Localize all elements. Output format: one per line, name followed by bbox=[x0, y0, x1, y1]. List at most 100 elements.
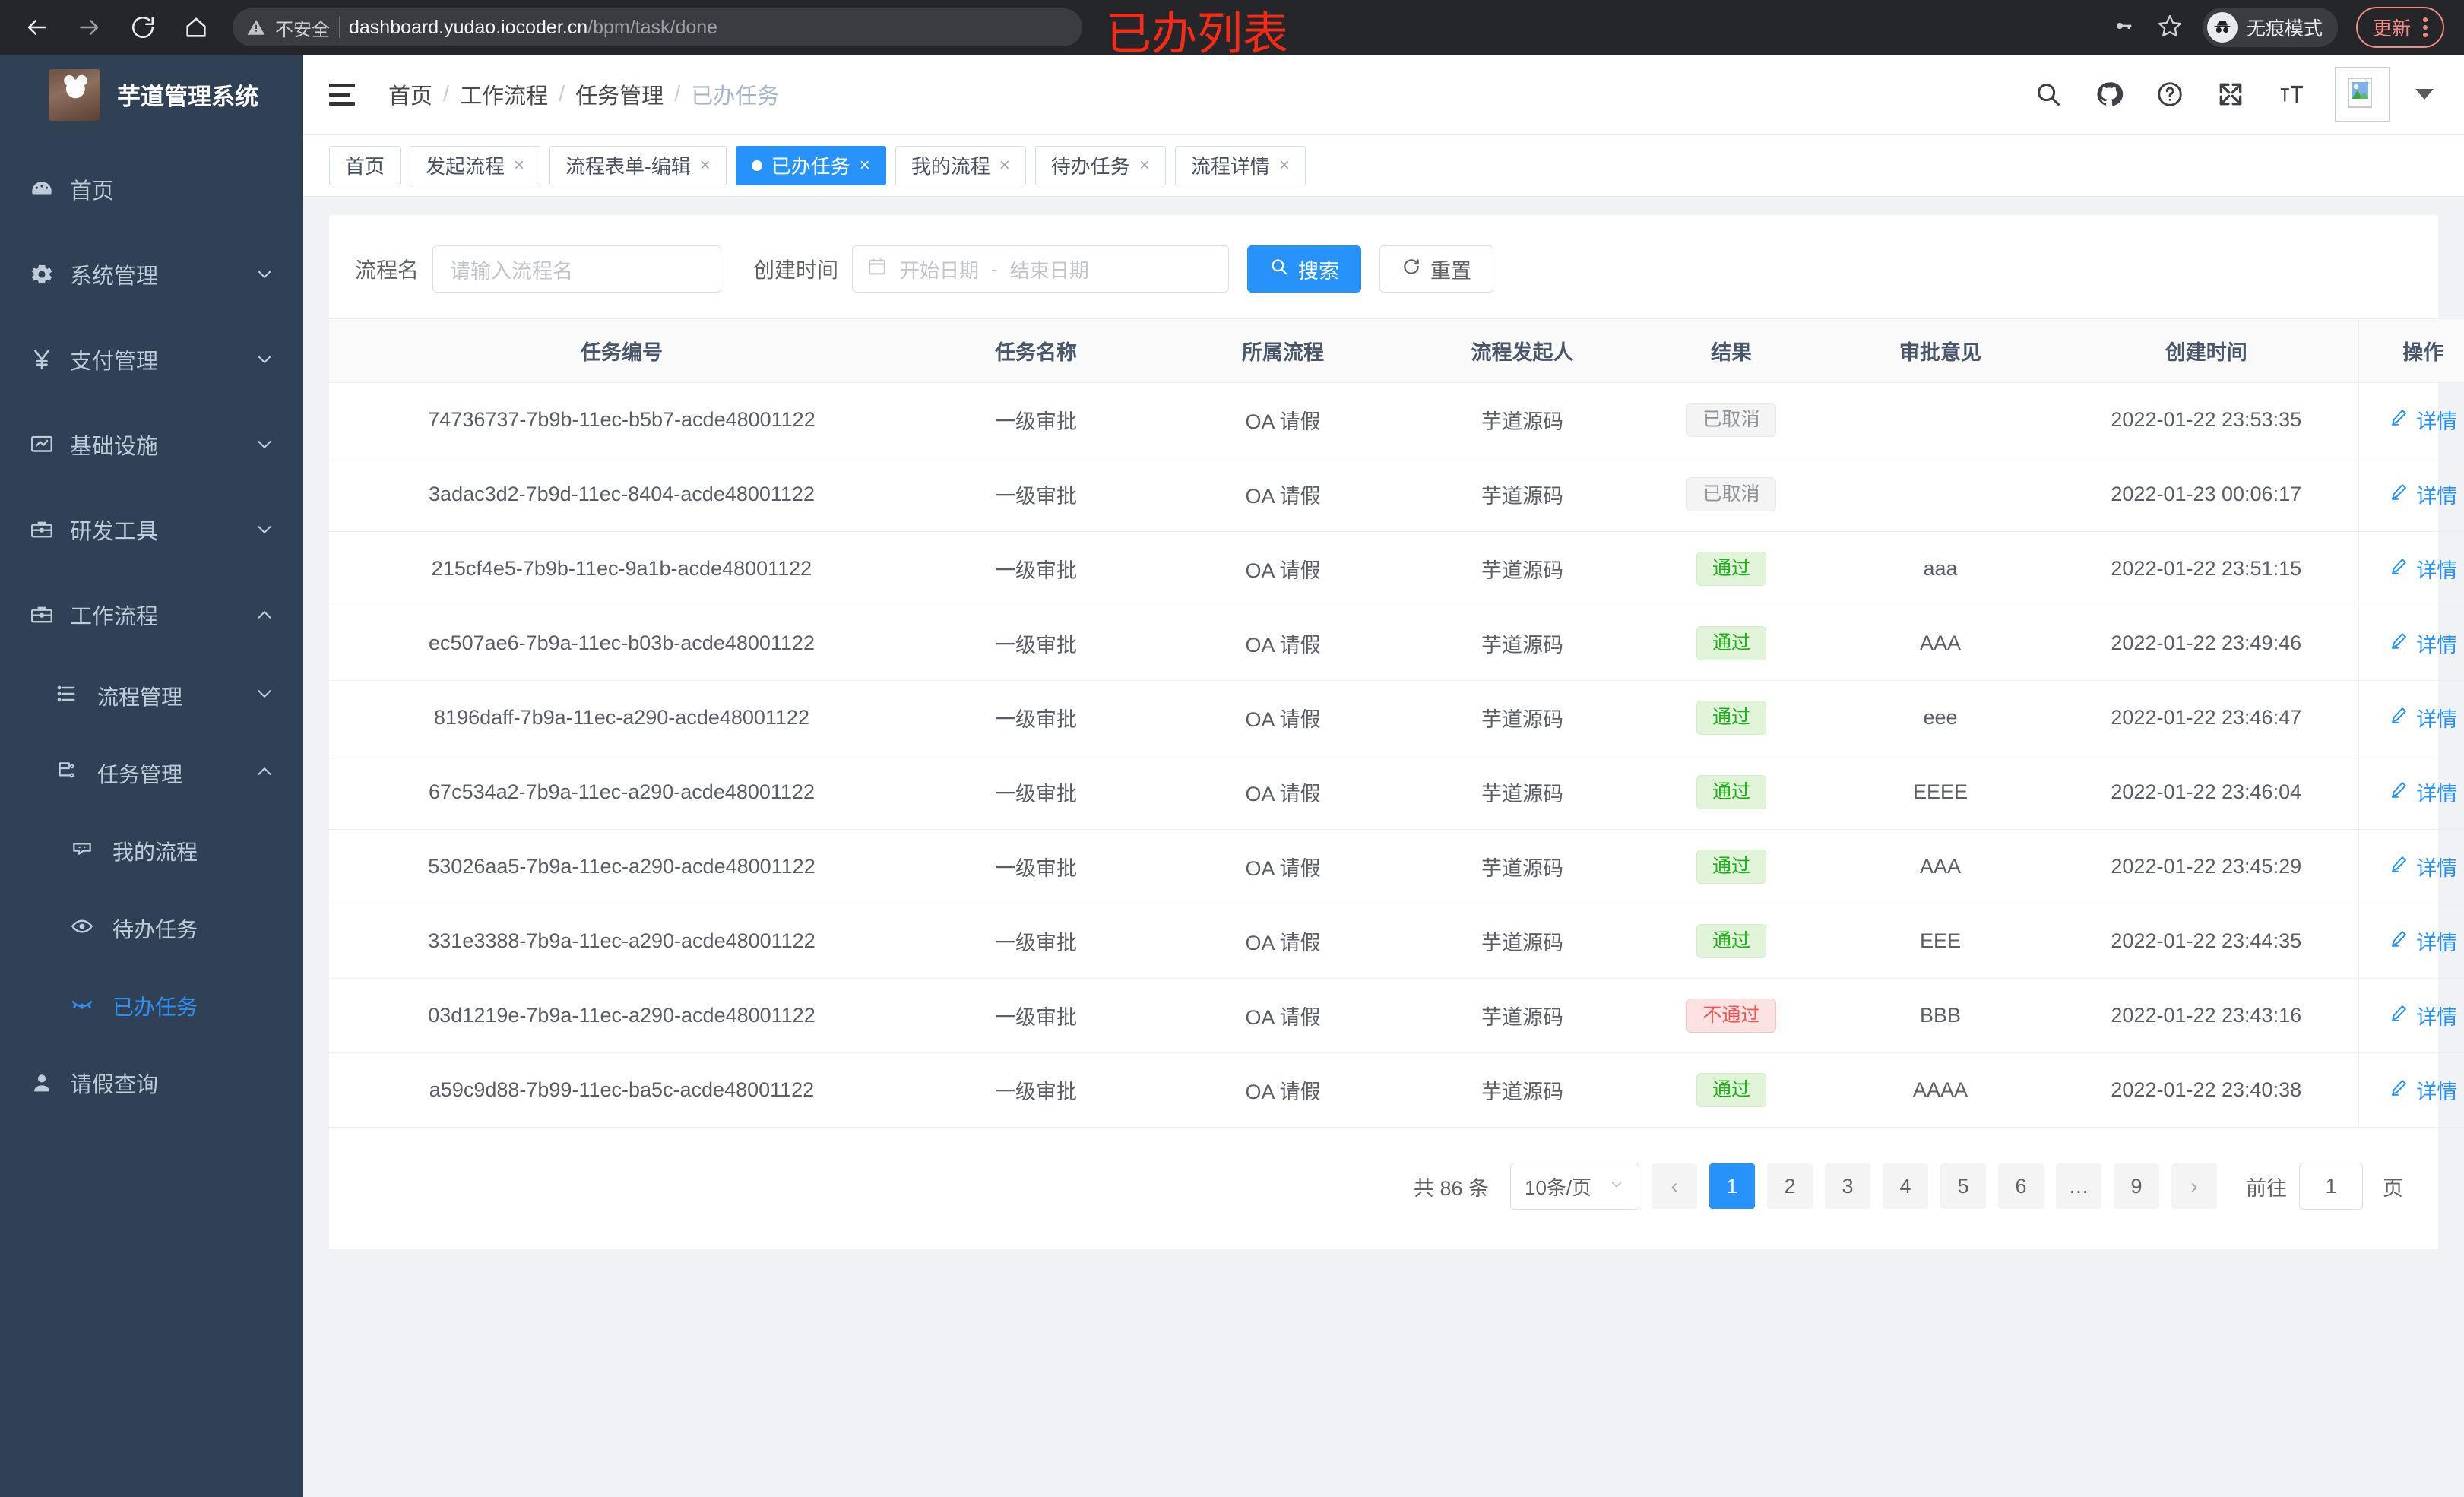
sidebar-item-infrastructure[interactable]: 基础设施 bbox=[0, 402, 303, 487]
sidebar-item-payment[interactable]: 支付管理 bbox=[0, 317, 303, 402]
breadcrumb-item-workflow[interactable]: 工作流程 bbox=[460, 84, 549, 109]
process-name-placeholder: 请输入流程名 bbox=[450, 259, 574, 283]
prev-page-button[interactable]: ‹ bbox=[1652, 1163, 1697, 1209]
tab-home[interactable]: 首页 bbox=[329, 145, 401, 185]
detail-link[interactable]: 详情 bbox=[2389, 1001, 2457, 1030]
close-icon[interactable]: × bbox=[514, 154, 525, 176]
cell-comment: eee bbox=[1826, 680, 2054, 755]
reset-button[interactable]: 重置 bbox=[1379, 245, 1494, 293]
detail-link[interactable]: 详情 bbox=[2389, 628, 2457, 658]
cell-operation: 详情 bbox=[2358, 1052, 2464, 1128]
sidebar-item-label: 任务管理 bbox=[97, 763, 183, 786]
kebab-menu-icon[interactable] bbox=[2417, 17, 2434, 37]
column-operation: 操作 bbox=[2358, 318, 2464, 383]
sidebar-item-task-management[interactable]: 任务管理 bbox=[0, 735, 303, 812]
detail-link[interactable]: 详情 bbox=[2389, 703, 2457, 733]
update-label: 更新 bbox=[2372, 18, 2411, 40]
sidebar-item-devtools[interactable]: 研发工具 bbox=[0, 487, 303, 572]
star-icon bbox=[2157, 13, 2183, 43]
incognito-indicator[interactable]: 无痕模式 bbox=[2202, 8, 2338, 47]
page-size-select[interactable]: 10条/页 bbox=[1510, 1163, 1639, 1210]
address-bar[interactable]: 不安全 dashboard.yudao.iocoder.cn/bpm/task/… bbox=[233, 8, 1082, 46]
fullscreen-icon[interactable] bbox=[2213, 77, 2248, 112]
page-button-4[interactable]: 4 bbox=[1883, 1163, 1928, 1209]
detail-link[interactable]: 详情 bbox=[2389, 1075, 2457, 1105]
goto-page-input[interactable]: 1 bbox=[2299, 1163, 2363, 1210]
search-icon[interactable] bbox=[2031, 77, 2066, 112]
reset-button-label: 重置 bbox=[1430, 259, 1472, 283]
breadcrumb-item-home[interactable]: 首页 bbox=[388, 84, 433, 109]
next-page-button[interactable]: › bbox=[2171, 1163, 2217, 1209]
font-size-icon[interactable] bbox=[2274, 77, 2309, 112]
github-icon[interactable] bbox=[2092, 77, 2127, 112]
sidebar-item-home[interactable]: 首页 bbox=[0, 147, 303, 232]
reload-button[interactable] bbox=[126, 11, 160, 44]
breadcrumb-item-task-management[interactable]: 任务管理 bbox=[575, 84, 664, 109]
status-badge: 通过 bbox=[1696, 924, 1766, 958]
close-icon[interactable]: × bbox=[1278, 154, 1290, 176]
detail-link[interactable]: 详情 bbox=[2389, 852, 2457, 881]
sidebar-item-system[interactable]: 系统管理 bbox=[0, 232, 303, 317]
task-table: 任务编号 任务名称 所属流程 流程发起人 结果 审批意见 创建时间 操作 747… bbox=[329, 318, 2464, 1128]
home-button[interactable] bbox=[179, 11, 213, 44]
cell-result: 通过 bbox=[1636, 755, 1826, 830]
bookmark-button[interactable] bbox=[2151, 8, 2189, 46]
sidebar-item-todo-tasks[interactable]: 待办任务 bbox=[0, 890, 303, 967]
sidebar-item-workflow[interactable]: 工作流程 bbox=[0, 572, 303, 657]
page-button-6[interactable]: 6 bbox=[1998, 1163, 2044, 1209]
page-button-9[interactable]: 9 bbox=[2114, 1163, 2159, 1209]
password-manager-button[interactable] bbox=[2105, 8, 2143, 46]
tab-start-process[interactable]: 发起流程 × bbox=[410, 145, 541, 185]
detail-link[interactable]: 详情 bbox=[2389, 554, 2457, 584]
cell-initiator: 芋道源码 bbox=[1408, 606, 1636, 681]
tab-done-tasks[interactable]: 已办任务 × bbox=[735, 145, 886, 185]
detail-link[interactable]: 详情 bbox=[2389, 405, 2457, 435]
cell-created: 2022-01-22 23:44:35 bbox=[2054, 904, 2358, 979]
update-button[interactable]: 更新 bbox=[2355, 7, 2444, 48]
help-circle-icon[interactable] bbox=[2152, 77, 2187, 112]
tab-todo-tasks[interactable]: 待办任务 × bbox=[1034, 145, 1166, 185]
filter-bar: 流程名 请输入流程名 创建时间 开始日期 - 结束日期 bbox=[329, 215, 2438, 318]
brand-header[interactable]: 芋道管理系统 bbox=[0, 55, 303, 135]
hamburger-icon[interactable] bbox=[329, 78, 363, 111]
detail-link[interactable]: 详情 bbox=[2389, 926, 2457, 956]
sidebar-item-process-management[interactable]: 流程管理 bbox=[0, 657, 303, 735]
avatar[interactable] bbox=[2335, 67, 2390, 122]
cell-comment: BBB bbox=[1826, 978, 2054, 1053]
tab-my-process[interactable]: 我的流程 × bbox=[895, 145, 1026, 185]
detail-link[interactable]: 详情 bbox=[2389, 479, 2457, 509]
chevron-down-icon[interactable] bbox=[2415, 89, 2434, 100]
cell-task-id: 03d1219e-7b9a-11ec-a290-acde48001122 bbox=[329, 978, 914, 1053]
cell-process: OA 请假 bbox=[1158, 1052, 1408, 1128]
chevron-down-icon bbox=[253, 518, 276, 541]
browser-toolbar-right: 无痕模式 更新 bbox=[2105, 7, 2444, 48]
cell-result: 通过 bbox=[1636, 1052, 1826, 1128]
sidebar-item-my-process[interactable]: 我的流程 bbox=[0, 812, 303, 890]
page-button-5[interactable]: 5 bbox=[1940, 1163, 1986, 1209]
page-button-2[interactable]: 2 bbox=[1767, 1163, 1813, 1209]
detail-label: 详情 bbox=[2416, 485, 2458, 508]
close-icon[interactable]: × bbox=[859, 154, 870, 176]
page-button-3[interactable]: 3 bbox=[1825, 1163, 1870, 1209]
table-body: 74736737-7b9b-11ec-b5b7-acde48001122 一级审批… bbox=[329, 382, 2464, 1128]
cell-task-name: 一级审批 bbox=[914, 680, 1158, 755]
close-icon[interactable]: × bbox=[699, 154, 711, 176]
tab-process-detail[interactable]: 流程详情 × bbox=[1174, 145, 1306, 185]
process-name-input[interactable]: 请输入流程名 bbox=[432, 245, 722, 293]
detail-label: 详情 bbox=[2416, 708, 2458, 731]
detail-link[interactable]: 详情 bbox=[2389, 777, 2457, 807]
tab-process-form-edit[interactable]: 流程表单-编辑 × bbox=[549, 145, 727, 185]
forward-button[interactable] bbox=[73, 11, 106, 44]
page-button-1[interactable]: 1 bbox=[1709, 1163, 1755, 1209]
edit-pencil-icon bbox=[2389, 631, 2409, 656]
search-button[interactable]: 搜索 bbox=[1247, 245, 1362, 293]
close-icon[interactable]: × bbox=[1139, 154, 1150, 176]
sidebar-item-leave-query[interactable]: 请假查询 bbox=[0, 1045, 303, 1121]
page-ellipsis[interactable]: … bbox=[2056, 1163, 2101, 1209]
status-badge: 通过 bbox=[1696, 850, 1766, 884]
back-button[interactable] bbox=[20, 11, 53, 44]
sidebar-item-done-tasks[interactable]: 已办任务 bbox=[0, 967, 303, 1045]
breadcrumb-separator: / bbox=[443, 81, 450, 106]
create-time-daterange[interactable]: 开始日期 - 结束日期 bbox=[852, 245, 1230, 293]
close-icon[interactable]: × bbox=[999, 154, 1010, 176]
